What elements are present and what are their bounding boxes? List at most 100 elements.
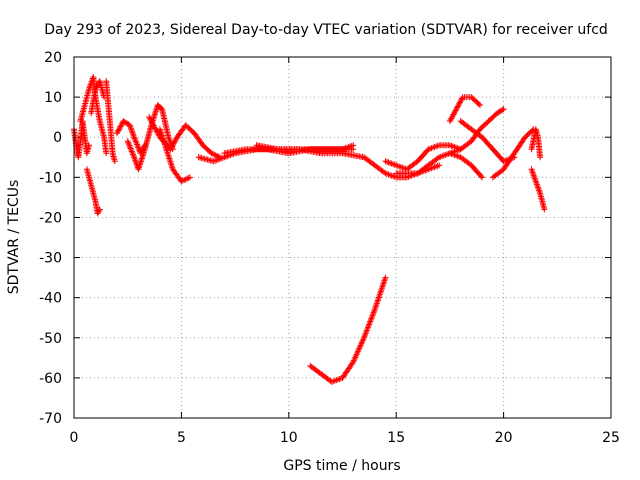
data-point <box>456 100 463 107</box>
y-tick-label: -40 <box>39 291 62 307</box>
axis-ticks: 0 5 10 15 20 25 20 10 0 -10 -20 -30 -40 -50 -60 -70 <box>39 50 620 446</box>
data-point <box>185 175 192 182</box>
data-point <box>369 312 376 319</box>
data-point <box>113 130 120 137</box>
data-point <box>370 311 377 318</box>
data-point <box>211 151 218 158</box>
data-point <box>456 99 463 106</box>
data-point <box>366 321 373 328</box>
data-point <box>368 314 375 321</box>
data-point <box>157 105 164 112</box>
data-point <box>500 106 507 113</box>
data-point <box>170 140 177 147</box>
data-point <box>371 308 378 315</box>
data-point <box>499 106 506 113</box>
data-point <box>363 328 370 335</box>
data-points <box>71 74 548 385</box>
data-point <box>436 162 443 169</box>
x-tick-label: 0 <box>70 430 79 446</box>
data-point <box>169 143 176 150</box>
data-point <box>171 138 178 145</box>
data-point <box>94 210 101 217</box>
data-point <box>179 177 186 184</box>
data-point <box>367 317 374 324</box>
data-point <box>452 107 459 114</box>
x-tick-label: 20 <box>495 430 513 446</box>
chart-title: Day 293 of 2023, Sidereal Day-to-day VTE… <box>44 22 608 38</box>
data-point <box>350 142 357 149</box>
data-point <box>360 334 367 341</box>
data-point <box>95 209 102 216</box>
data-point <box>458 96 465 103</box>
data-point <box>172 136 179 143</box>
y-tick-label: 20 <box>44 50 62 66</box>
series-arc-22 <box>307 274 389 385</box>
data-point <box>130 152 137 159</box>
y-tick-label: -70 <box>39 411 62 427</box>
y-tick-label: -50 <box>39 331 62 347</box>
y-tick-label: -10 <box>39 170 62 186</box>
series-arc-12 <box>253 142 357 153</box>
data-point <box>128 146 135 153</box>
data-point <box>209 150 216 157</box>
data-point <box>135 144 142 151</box>
data-point <box>93 84 100 91</box>
data-point <box>134 142 141 149</box>
data-point <box>449 114 456 121</box>
data-point <box>93 83 100 90</box>
series-arc-09 <box>156 126 193 185</box>
data-point <box>449 112 456 119</box>
data-point <box>116 126 123 133</box>
data-point <box>364 324 371 331</box>
x-tick-label: 10 <box>280 430 298 446</box>
series-arc-21 <box>528 166 548 213</box>
data-point <box>184 175 191 182</box>
data-point <box>367 318 374 325</box>
data-point <box>126 142 133 149</box>
data-point <box>178 178 185 185</box>
series-arc-07 <box>124 102 176 173</box>
data-point <box>124 138 131 145</box>
data-point <box>131 135 138 142</box>
data-point <box>363 327 370 334</box>
data-point <box>125 139 132 146</box>
x-tick-label: 5 <box>177 430 186 446</box>
data-point <box>364 325 371 332</box>
data-point <box>450 111 457 118</box>
x-tick-label: 25 <box>602 430 620 446</box>
data-point <box>479 174 486 181</box>
series-arc-15 <box>393 150 486 181</box>
data-point <box>451 108 458 115</box>
data-point <box>182 176 189 183</box>
data-point <box>541 206 548 213</box>
data-point <box>114 128 121 135</box>
data-point <box>454 104 461 111</box>
data-point <box>212 152 219 159</box>
data-point <box>447 116 454 123</box>
data-point <box>453 106 460 113</box>
x-tick-label: 15 <box>387 430 405 446</box>
data-point <box>169 142 176 149</box>
series-arc-16 <box>446 94 483 125</box>
series-arc-01 <box>71 118 93 161</box>
data-point <box>127 145 134 152</box>
series-arc-03 <box>83 166 103 217</box>
data-point <box>111 158 118 165</box>
data-point <box>475 100 482 107</box>
data-point <box>186 174 193 181</box>
data-point <box>370 309 377 316</box>
data-point <box>132 138 139 145</box>
data-point <box>478 173 485 180</box>
plot-frame <box>73 56 612 419</box>
series-arc-05 <box>103 78 118 165</box>
y-tick-label: -60 <box>39 371 62 387</box>
data-point <box>125 141 132 148</box>
data-point <box>214 152 221 159</box>
data-point <box>128 148 135 155</box>
series-arc-18 <box>446 106 507 157</box>
series-arc-20 <box>528 126 544 161</box>
y-tick-label: -30 <box>39 251 62 267</box>
y-tick-label: 10 <box>44 90 62 106</box>
